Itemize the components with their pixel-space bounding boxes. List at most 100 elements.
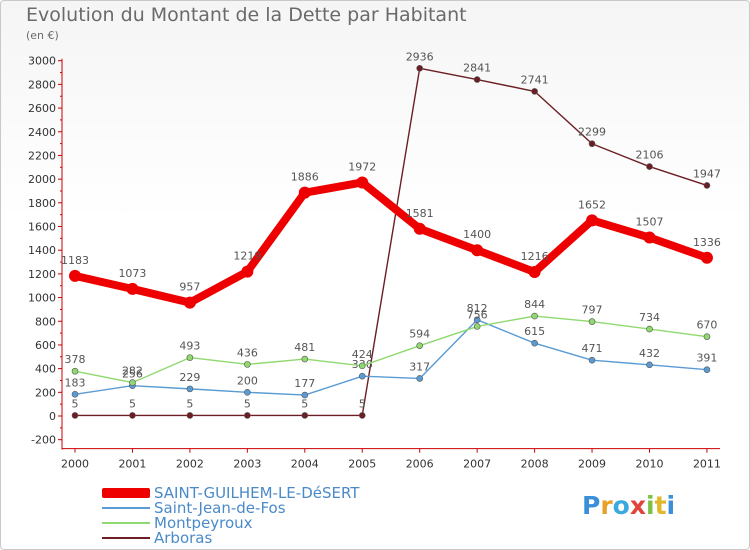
- data-label: 432: [639, 347, 660, 360]
- data-label: 1400: [463, 228, 491, 241]
- y-tick-label: 200: [35, 386, 56, 399]
- series-point: [646, 325, 653, 333]
- series-point: [703, 366, 711, 373]
- data-label: 5: [244, 397, 251, 410]
- data-label: 1886: [291, 171, 319, 184]
- data-label: 424: [352, 348, 373, 361]
- data-label: 615: [524, 325, 545, 338]
- y-tick-label: 2800: [28, 78, 56, 91]
- series-line-2: [74, 315, 708, 384]
- data-label: 670: [696, 319, 717, 332]
- data-label: 481: [294, 341, 315, 354]
- series-point: [531, 312, 538, 320]
- series-point: [416, 375, 424, 382]
- y-tick-label: 1600: [28, 221, 56, 234]
- chart-title: Evolution du Montant de la Dette par Hab…: [26, 4, 467, 26]
- logo-letter: i: [666, 491, 676, 520]
- series-point: [703, 333, 711, 340]
- chart-subtitle: (en €): [26, 29, 59, 42]
- data-label: 1073: [118, 267, 146, 280]
- series-point: [358, 372, 366, 380]
- legend-label-3: Arboras: [154, 529, 213, 547]
- series-point: [588, 318, 596, 325]
- y-tick-label: 2200: [28, 149, 56, 162]
- data-label: 282: [122, 365, 143, 378]
- data-label: 183: [65, 376, 86, 389]
- proxiti-logo: Proxiti: [582, 491, 675, 520]
- y-tick-label: 2600: [28, 102, 56, 115]
- series-point: [186, 385, 194, 393]
- series-point: [186, 412, 194, 419]
- x-tick-label: 2005: [348, 458, 376, 471]
- data-label: 2299: [578, 126, 606, 139]
- y-tick-label: 800: [35, 315, 56, 328]
- data-label: 756: [467, 308, 488, 321]
- x-tick-label: 2004: [291, 458, 319, 471]
- series-point: [588, 140, 596, 148]
- data-label: 229: [179, 371, 200, 384]
- series-point: [301, 355, 309, 363]
- data-label: 2936: [406, 50, 434, 63]
- data-label: 1219: [233, 250, 261, 263]
- y-tick-label: 1200: [28, 268, 56, 281]
- series-point: [244, 389, 251, 396]
- series-point: [69, 269, 81, 282]
- data-label: 493: [179, 340, 200, 353]
- data-label: 5: [186, 397, 193, 410]
- data-label: 844: [524, 298, 545, 311]
- series-point: [643, 231, 656, 244]
- y-tick-label: 1400: [28, 244, 56, 257]
- y-tick-label: 2400: [28, 126, 56, 139]
- series-point: [588, 356, 596, 364]
- x-tick-label: 2000: [61, 458, 89, 471]
- series-point: [186, 354, 194, 361]
- series-point: [473, 323, 481, 330]
- data-label: 5: [129, 397, 136, 410]
- data-label: 734: [639, 311, 660, 324]
- series-point: [358, 412, 366, 419]
- series-point: [71, 367, 79, 375]
- data-label: 2106: [636, 149, 664, 162]
- series-point: [129, 412, 136, 419]
- series-line-1: [74, 319, 708, 396]
- data-label: 471: [582, 342, 603, 355]
- x-tick-label: 2008: [521, 458, 549, 471]
- logo-letter: i: [646, 491, 655, 520]
- series-point: [528, 265, 541, 278]
- data-label: 797: [582, 304, 603, 317]
- data-label: 177: [294, 377, 315, 390]
- series-point: [703, 182, 711, 189]
- logo-letter: r: [600, 491, 613, 520]
- logo-letter: P: [582, 491, 601, 520]
- data-label: 1652: [578, 198, 606, 211]
- series-point: [129, 379, 136, 386]
- series-line-0: [74, 67, 708, 417]
- legend-label-1: Saint-Jean-de-Fos: [154, 499, 286, 517]
- y-tick-label: 1000: [28, 292, 56, 305]
- data-label: 1581: [406, 207, 434, 220]
- legend-swatch-3: [102, 537, 150, 539]
- series-point: [531, 88, 538, 95]
- data-label: 594: [409, 328, 430, 341]
- data-label: 1947: [693, 167, 721, 180]
- data-label: 1336: [693, 236, 721, 249]
- data-label: 391: [696, 352, 717, 365]
- logo-letter: x: [629, 491, 646, 520]
- series-point: [416, 342, 424, 349]
- y-tick-label: 2000: [28, 173, 56, 186]
- series-point: [700, 251, 713, 264]
- series-point: [473, 76, 481, 83]
- series-point: [301, 412, 309, 419]
- x-tick-label: 2009: [578, 458, 606, 471]
- x-tick-label: 2001: [118, 458, 146, 471]
- series-point: [71, 412, 79, 419]
- data-label: 317: [409, 360, 430, 373]
- y-tick-label: 600: [35, 339, 56, 352]
- series-point: [356, 176, 369, 189]
- series-point: [183, 296, 196, 309]
- data-label: 1216: [521, 250, 549, 263]
- legend-label-2: Montpeyroux: [154, 514, 253, 532]
- series-point: [358, 362, 366, 370]
- legend-swatch-2: [102, 522, 150, 524]
